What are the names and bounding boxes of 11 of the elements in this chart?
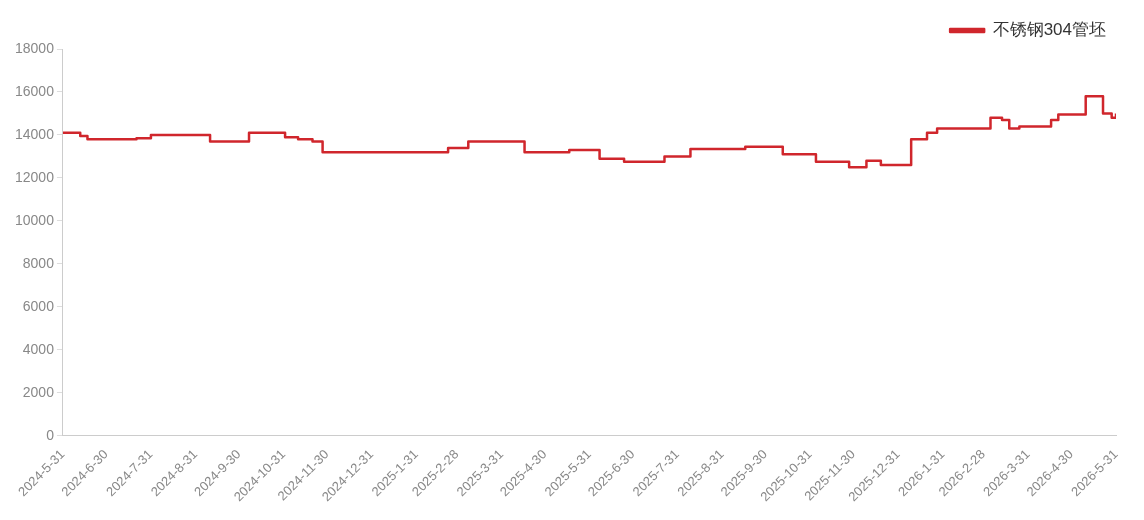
y-tick-label: 0 xyxy=(46,426,55,443)
y-tick-label: 6000 xyxy=(22,297,55,314)
y-tick-label: 10000 xyxy=(14,211,55,228)
y-tick-label: 12000 xyxy=(14,168,55,185)
y-tick-label: 18000 xyxy=(14,39,55,56)
legend-label: 不锈钢304管坯 xyxy=(992,20,1107,40)
y-tick-label: 16000 xyxy=(14,82,55,99)
y-tick-label: 14000 xyxy=(14,125,55,142)
y-tick-label: 8000 xyxy=(22,254,55,271)
y-tick-label: 2000 xyxy=(22,383,55,400)
y-tick-label: 4000 xyxy=(22,340,55,357)
